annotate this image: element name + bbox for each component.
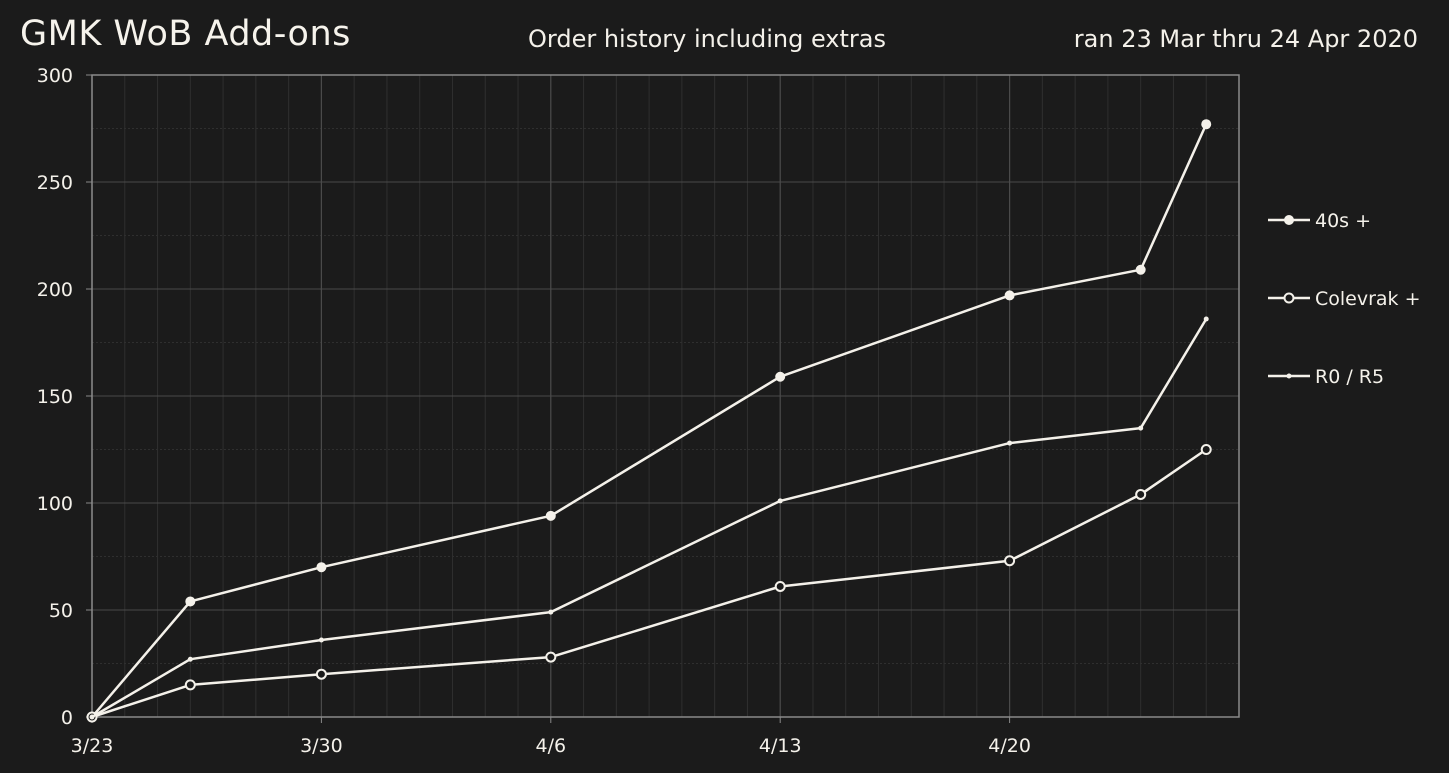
y-tick-label: 150 [37,386,73,408]
y-tick-label: 50 [49,600,73,622]
series-line [91,448,1207,719]
legend-marker [1283,292,1295,304]
data-point [185,596,196,607]
data-point [89,714,95,720]
legend-entry: R0 / R5 [1268,366,1384,388]
legend-marker [1284,215,1294,225]
x-tick-label: 3/30 [300,735,343,757]
data-point [1200,444,1212,455]
data-point [775,371,786,382]
x-tick-label: 3/23 [71,735,114,757]
data-point [1203,316,1209,322]
y-tick-label: 250 [37,172,73,194]
chart-subtitle: Order history including extras [528,25,886,53]
series-3 [89,316,1209,720]
data-point [184,679,196,691]
x-tick-label: 4/6 [536,735,567,757]
data-point [1004,555,1016,567]
data-point [1138,425,1144,431]
legend-entry: 40s + [1268,210,1371,232]
y-tick-label: 200 [37,279,73,301]
chart-title: GMK WoB Add-ons [20,14,351,54]
data-point [545,651,557,663]
data-point [315,668,327,680]
x-tick-label: 4/13 [759,735,802,757]
data-point [777,498,783,504]
data-point [1201,119,1212,130]
axes: 0 50 100 150 200 250 300 3/23 3/30 4/6 4/13 4/20 [37,65,1240,757]
data-point [316,562,327,573]
series-line [91,123,1208,718]
data-point [545,510,556,521]
series-line [91,318,1208,719]
data-point [1135,488,1147,500]
data-point [1004,290,1015,301]
chart-date-range: ran 23 Mar thru 24 Apr 2020 [1073,25,1418,53]
legend-marker [1286,373,1292,379]
y-tick-label: 0 [61,707,73,729]
data-point [187,656,193,662]
data-point [548,609,554,615]
legend-label: 40s + [1315,210,1371,232]
data-point [774,580,786,592]
legend-label: R0 / R5 [1315,366,1384,388]
legend-label: Colevrak + [1315,288,1421,310]
series-lines [86,119,1212,723]
legend: 40s + Colevrak + R0 / R5 [1268,210,1421,388]
x-tick-label: 4/20 [988,735,1031,757]
y-tick-label: 300 [37,65,73,87]
data-point [1007,440,1013,446]
data-point [1135,264,1146,275]
y-tick-label: 100 [37,493,73,515]
data-point [318,637,324,643]
series-2 [86,444,1212,723]
legend-entry: Colevrak + [1268,288,1421,310]
